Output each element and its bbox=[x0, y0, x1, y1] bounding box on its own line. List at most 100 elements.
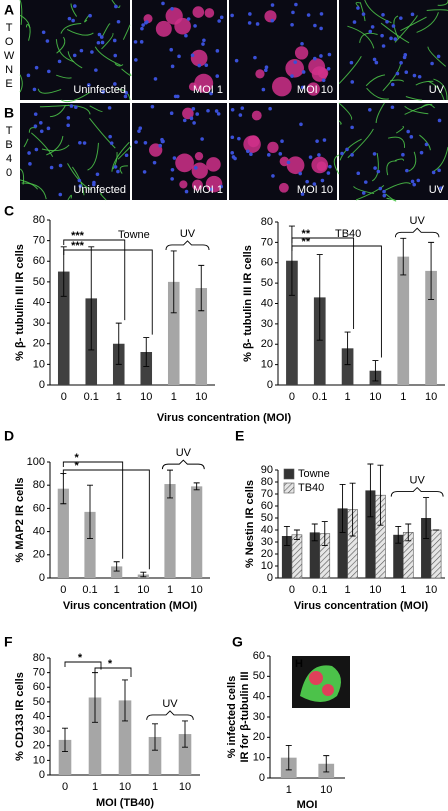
neurite bbox=[84, 14, 90, 23]
nucleus bbox=[233, 156, 237, 161]
y-axis-label: % β- tubulin III IR cells bbox=[14, 244, 26, 361]
nucleus bbox=[109, 141, 114, 145]
nucleus bbox=[134, 140, 138, 144]
nucleus bbox=[264, 65, 269, 69]
nucleus bbox=[390, 82, 395, 87]
nucleus bbox=[405, 168, 409, 173]
y-tick-label: 20 bbox=[33, 740, 45, 752]
nucleus bbox=[319, 26, 323, 31]
y-tick-label: 10 bbox=[261, 359, 273, 371]
nucleus bbox=[306, 13, 311, 17]
error-bar bbox=[316, 254, 323, 341]
neurite bbox=[67, 194, 72, 201]
nucleus bbox=[268, 106, 272, 111]
y-tick-label: 50 bbox=[261, 512, 273, 524]
nucleus bbox=[234, 58, 239, 63]
nucleus bbox=[49, 165, 54, 170]
legend-swatch bbox=[283, 482, 295, 494]
neurite bbox=[386, 160, 397, 176]
neurite bbox=[56, 36, 66, 54]
error-bar bbox=[122, 679, 128, 722]
group-brace bbox=[165, 240, 210, 250]
nucleus bbox=[404, 70, 409, 75]
nucleus bbox=[116, 169, 120, 174]
y-tick-label: 60 bbox=[261, 500, 273, 512]
micrograph bbox=[132, 103, 227, 200]
nucleus bbox=[293, 60, 298, 64]
infected-cell bbox=[278, 182, 289, 193]
neurite bbox=[347, 25, 375, 49]
legend-swatch bbox=[283, 468, 295, 480]
neurite bbox=[419, 134, 431, 151]
y-tick-label: 40 bbox=[261, 524, 273, 536]
neurite bbox=[375, 102, 385, 124]
significance-bracket bbox=[63, 239, 126, 321]
nucleus bbox=[380, 33, 384, 38]
x-tick-label: 1 bbox=[286, 784, 292, 796]
bar bbox=[309, 532, 320, 578]
nucleus bbox=[385, 19, 389, 24]
nucleus bbox=[47, 69, 51, 74]
nucleus bbox=[327, 52, 332, 57]
y-tick-label: 0 bbox=[39, 769, 45, 781]
image-label: MOI 1 bbox=[193, 184, 223, 196]
x-tick-label: 1 bbox=[116, 391, 122, 403]
x-tick-label: 0.1 bbox=[84, 391, 99, 403]
nucleus bbox=[209, 91, 213, 96]
error-bar bbox=[423, 497, 430, 539]
significance-label: ** bbox=[302, 228, 311, 240]
nucleus bbox=[267, 153, 271, 157]
infected-cell bbox=[155, 20, 172, 37]
error-bar bbox=[323, 755, 330, 773]
nucleus bbox=[214, 109, 219, 113]
nucleus bbox=[376, 169, 381, 174]
error-bar bbox=[115, 322, 122, 365]
nucleus bbox=[430, 61, 434, 66]
bar bbox=[84, 511, 96, 578]
bar bbox=[281, 536, 292, 578]
neurite bbox=[433, 146, 448, 172]
infected-cell bbox=[316, 161, 327, 172]
nucleus bbox=[270, 3, 275, 7]
y-tick-label: 30 bbox=[261, 536, 273, 548]
neurite bbox=[112, 152, 118, 170]
nucleus bbox=[352, 20, 357, 24]
micrograph-bg bbox=[20, 103, 130, 200]
x-tick-label: 1 bbox=[400, 584, 406, 596]
bar bbox=[111, 566, 123, 578]
error-bar bbox=[140, 571, 147, 578]
error-bar bbox=[143, 337, 150, 367]
infected-cell bbox=[205, 175, 223, 193]
nucleus bbox=[195, 112, 200, 116]
nucleus bbox=[230, 135, 235, 140]
nucleus bbox=[361, 12, 366, 16]
nucleus bbox=[299, 122, 303, 127]
y-tick-label: 20 bbox=[261, 338, 273, 350]
nucleus bbox=[71, 18, 75, 23]
nucleus bbox=[290, 74, 294, 78]
nucleus bbox=[312, 182, 317, 186]
x-tick-label: 0 bbox=[289, 584, 295, 596]
nucleus bbox=[350, 153, 354, 157]
nucleus bbox=[97, 32, 102, 37]
nucleus bbox=[45, 39, 50, 43]
nucleus bbox=[192, 121, 196, 125]
y-tick-label: 60 bbox=[33, 255, 45, 267]
neurite bbox=[89, 105, 103, 113]
image-label: Uninfected bbox=[73, 184, 126, 196]
significance-label: * bbox=[75, 452, 80, 464]
nucleus bbox=[201, 42, 205, 46]
nucleus bbox=[253, 55, 257, 60]
y-tick-label: 80 bbox=[33, 479, 45, 491]
infected-cell bbox=[165, 7, 183, 25]
nucleus bbox=[194, 166, 198, 170]
neurite bbox=[122, 24, 131, 40]
neurite bbox=[365, 74, 386, 87]
y-tick-label: 100 bbox=[27, 456, 45, 468]
error-bar bbox=[170, 250, 177, 314]
error-bar bbox=[372, 360, 379, 382]
y-tick-label: 0 bbox=[267, 379, 273, 391]
neurite bbox=[119, 165, 128, 174]
nucleus bbox=[248, 12, 252, 16]
x-tick-label: 10 bbox=[179, 781, 191, 793]
